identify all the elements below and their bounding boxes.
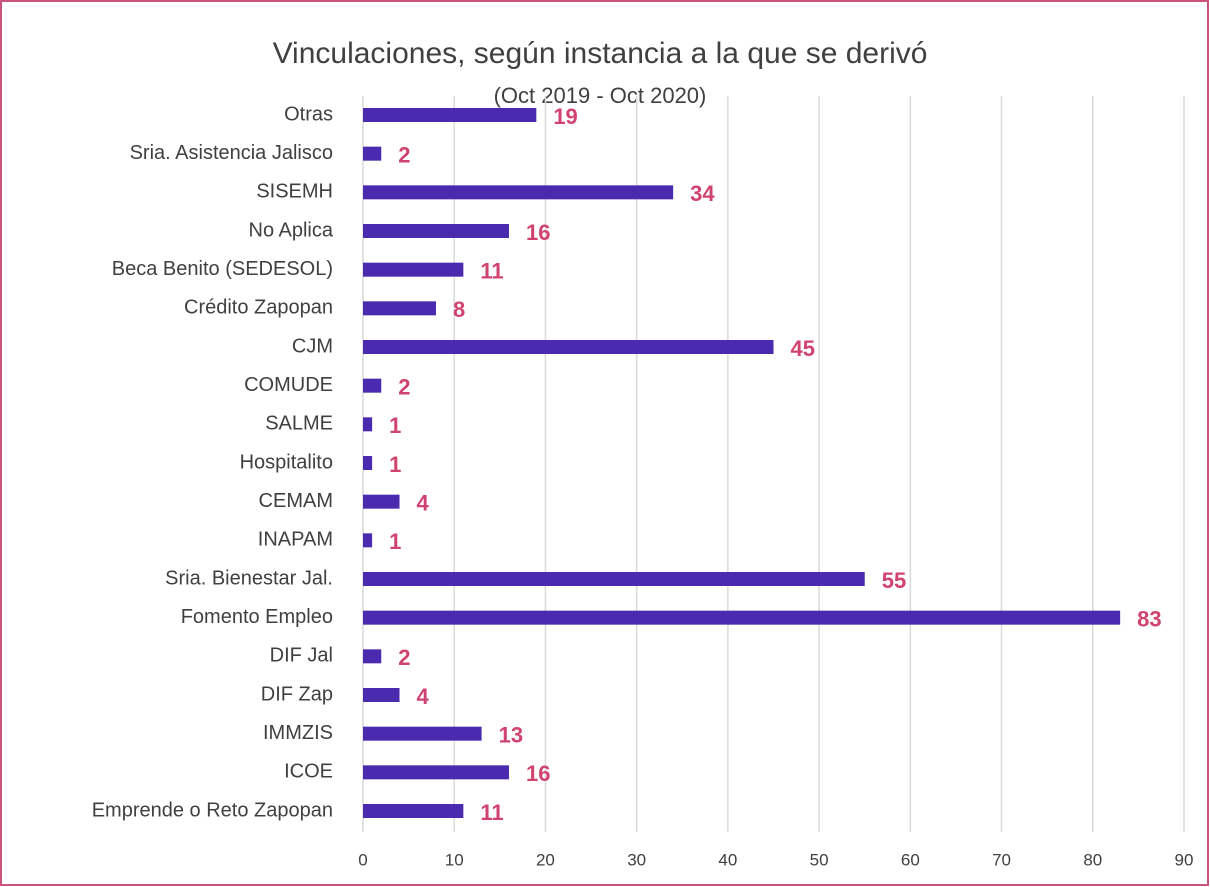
value-label: 2 <box>398 645 410 670</box>
y-tick-label: Beca Benito (SEDESOL) <box>112 258 333 280</box>
value-label: 11 <box>480 800 503 825</box>
y-tick-label: CEMAM <box>259 490 333 512</box>
y-tick-label: IMMZIS <box>263 722 333 744</box>
value-label: 1 <box>389 452 401 477</box>
bar <box>363 572 865 586</box>
y-tick-label: SISEMH <box>256 181 333 203</box>
bar <box>363 108 537 122</box>
value-label: 11 <box>480 258 503 283</box>
y-tick-label: CJM <box>292 335 333 357</box>
bar <box>363 804 464 818</box>
x-tick-label: 10 <box>445 850 464 869</box>
value-label: 55 <box>882 568 906 593</box>
x-tick-label: 60 <box>901 850 920 869</box>
value-label: 16 <box>526 761 550 786</box>
y-tick-label: Otras <box>284 103 333 125</box>
y-tick-label: Emprende o Reto Zapopan <box>92 799 333 821</box>
value-label: 4 <box>416 684 429 709</box>
y-tick-label: ICOE <box>284 761 333 783</box>
bar <box>363 456 373 470</box>
x-tick-label: 0 <box>358 850 367 869</box>
value-label: 16 <box>526 220 550 245</box>
bar <box>363 378 382 393</box>
chart-title: Vinculaciones, según instancia a la que … <box>273 37 928 70</box>
bar <box>363 340 774 354</box>
bar <box>363 146 382 161</box>
y-tick-label: DIF Zap <box>261 683 333 705</box>
x-tick-label: 20 <box>536 850 555 869</box>
value-label: 1 <box>389 413 401 438</box>
x-tick-label: 70 <box>992 850 1011 869</box>
value-label: 19 <box>553 104 577 129</box>
value-label: 45 <box>791 336 815 361</box>
chart-subtitle: (Oct 2019 - Oct 2020) <box>494 83 707 108</box>
x-tick-label: 50 <box>810 850 829 869</box>
bar <box>363 262 464 277</box>
value-label: 13 <box>499 722 523 747</box>
y-tick-label: Sria. Bienestar Jal. <box>165 567 333 589</box>
value-label: 83 <box>1137 606 1161 631</box>
x-tick-label: 40 <box>718 850 737 869</box>
bar <box>363 533 373 548</box>
bar <box>363 417 373 432</box>
bar <box>363 649 382 664</box>
value-label: 34 <box>690 181 715 206</box>
value-label: 2 <box>398 142 410 167</box>
bar <box>363 494 400 509</box>
value-label: 1 <box>389 529 401 554</box>
bar <box>363 688 400 702</box>
value-label: 2 <box>398 374 410 399</box>
x-tick-label: 30 <box>627 850 646 869</box>
y-tick-label: SALME <box>265 413 333 435</box>
y-tick-label: INAPAM <box>258 529 333 551</box>
bar <box>363 185 674 200</box>
value-label: 8 <box>453 297 465 322</box>
y-tick-label: Crédito Zapopan <box>184 297 333 319</box>
y-tick-label: COMUDE <box>244 374 333 396</box>
y-tick-label: Fomento Empleo <box>181 606 333 628</box>
y-tick-label: Sria. Asistencia Jalisco <box>130 142 333 164</box>
value-label: 4 <box>416 490 429 515</box>
bar <box>363 301 436 316</box>
x-tick-label: 80 <box>1083 850 1102 869</box>
y-tick-label: DIF Jal <box>270 645 333 667</box>
x-tick-label: 90 <box>1175 850 1194 869</box>
y-tick-label: No Aplica <box>249 219 334 241</box>
bar <box>363 610 1121 625</box>
bar <box>363 765 509 780</box>
bar <box>363 224 509 238</box>
y-tick-label: Hospitalito <box>240 451 333 473</box>
bar <box>363 726 482 741</box>
